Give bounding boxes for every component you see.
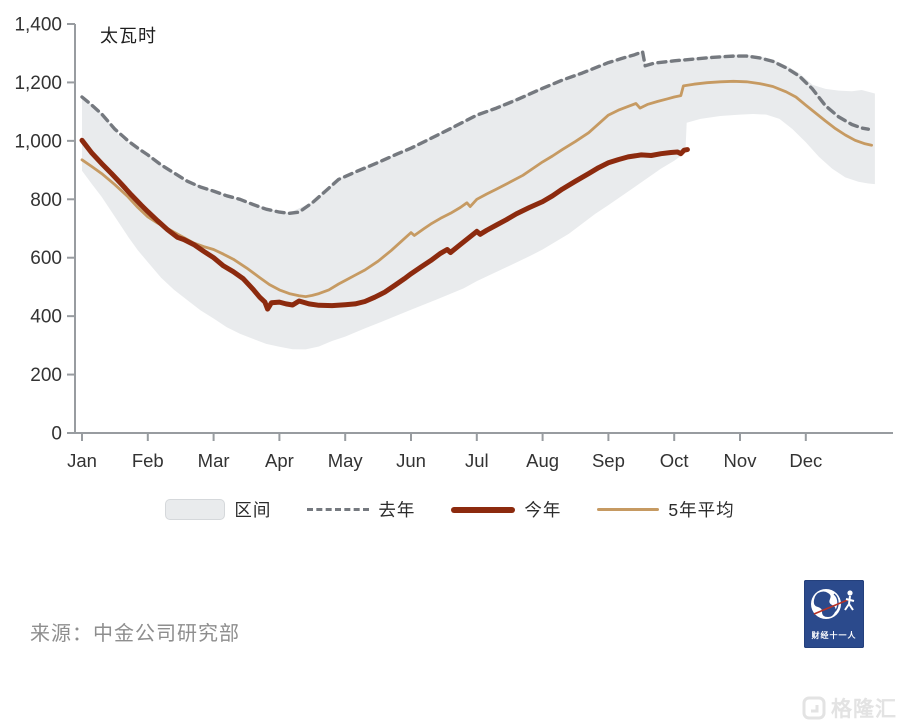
legend-item-this-year: 今年	[451, 497, 561, 522]
legend-label-last-year: 去年	[378, 500, 416, 520]
logo-caption: 财经十一人	[811, 631, 857, 640]
gelonghui-g-icon	[802, 696, 826, 720]
x-tick-label: Sep	[592, 450, 625, 471]
publisher-logo: 财经十一人	[804, 580, 864, 648]
y-tick-label: 0	[51, 424, 62, 445]
chart-canvas: 0 200 400 600 800 1,000 1,200 1,400 Jan Feb Mar Apr…	[14, 15, 893, 471]
globe-runner-icon	[811, 589, 855, 619]
series-this-year-line	[79, 137, 690, 312]
x-tick-label: Feb	[132, 450, 164, 471]
y-tick-label: 800	[30, 190, 62, 211]
x-tick-label: Mar	[198, 450, 230, 471]
power-consumption-chart: 0 200 400 600 800 1,000 1,200 1,400 Jan Feb Mar Apr…	[14, 15, 893, 471]
x-tick-label: Jun	[396, 450, 426, 471]
unit-label: 太瓦时	[100, 26, 157, 46]
y-tick-label: 1,400	[14, 15, 62, 36]
x-tick-label: Dec	[789, 450, 822, 471]
thick-line-swatch	[451, 506, 516, 513]
y-tick-label: 1,200	[14, 73, 62, 94]
legend-label-range: 区间	[234, 500, 272, 520]
x-tick-label: Oct	[660, 450, 689, 471]
chart-legend: 区间 去年 今年 5年平均	[0, 497, 900, 522]
y-tick-label: 400	[30, 307, 62, 328]
site-watermark: 格隆汇	[802, 693, 897, 723]
legend-item-range: 区间	[165, 497, 271, 522]
range-band-area	[82, 50, 875, 350]
legend-label-this-year: 今年	[524, 500, 562, 520]
x-tick-label: Jul	[465, 450, 489, 471]
y-tick-label: 200	[30, 365, 62, 386]
x-tick-label: May	[328, 450, 364, 471]
y-tick-label: 600	[30, 248, 62, 269]
x-tick-label: Apr	[265, 450, 294, 471]
x-tick-label: Jan	[67, 450, 97, 471]
series-last-year-line	[80, 50, 870, 216]
source-caption: 来源：中金公司研究部	[30, 623, 240, 645]
x-tick-label: Aug	[526, 450, 559, 471]
x-tick-label: Nov	[724, 450, 758, 471]
range-band-swatch	[165, 499, 226, 520]
dashed-line-swatch	[307, 508, 370, 511]
thin-line-swatch	[597, 508, 660, 511]
legend-label-five-year-avg: 5年平均	[668, 500, 735, 520]
series-five-year-avg-line	[80, 79, 873, 299]
legend-item-five-year-avg: 5年平均	[597, 497, 734, 522]
legend-item-last-year: 去年	[307, 497, 415, 522]
y-tick-label: 1,000	[14, 131, 62, 152]
watermark-text: 格隆汇	[831, 698, 897, 721]
